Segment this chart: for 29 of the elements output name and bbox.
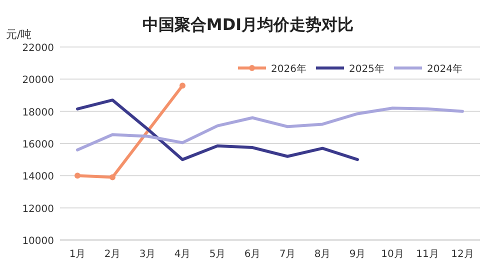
legend-label: 2025年 — [349, 63, 384, 75]
x-tick-label: 1月 — [69, 249, 86, 260]
x-tick-label: 2月 — [104, 249, 121, 260]
x-tick-label: 11月 — [416, 249, 439, 260]
y-tick-label: 18000 — [22, 107, 54, 118]
y-tick-label: 14000 — [22, 172, 54, 183]
x-tick-label: 12月 — [451, 249, 474, 260]
point — [110, 174, 116, 180]
y-tick-label: 22000 — [22, 43, 54, 54]
y-tick-label: 10000 — [22, 236, 54, 247]
line-series — [76, 98, 359, 162]
y-tick-label: 16000 — [22, 140, 54, 150]
point — [180, 82, 186, 89]
x-tick-label: 6月 — [244, 249, 261, 260]
y-axis-title: 元/吨 — [6, 28, 32, 41]
y-tick-label: 20000 — [22, 75, 54, 86]
x-tick-label: 7月 — [279, 249, 296, 260]
chart-title: 中国聚合MDI月均价走势对比 — [142, 15, 354, 34]
x-tick-label: 10月 — [381, 249, 404, 260]
legend-label: 2026年 — [271, 63, 306, 75]
point — [74, 172, 80, 179]
x-tick-label: 9月 — [349, 249, 366, 260]
y-tick-label: 12000 — [22, 204, 54, 215]
legend-label: 2024年 — [427, 63, 462, 75]
x-tick-label: 3月 — [139, 249, 156, 260]
line-series — [76, 106, 464, 152]
x-tick-label: 8月 — [314, 249, 331, 260]
x-tick-label: 5月 — [209, 249, 226, 260]
x-tick-label: 4月 — [174, 249, 191, 260]
